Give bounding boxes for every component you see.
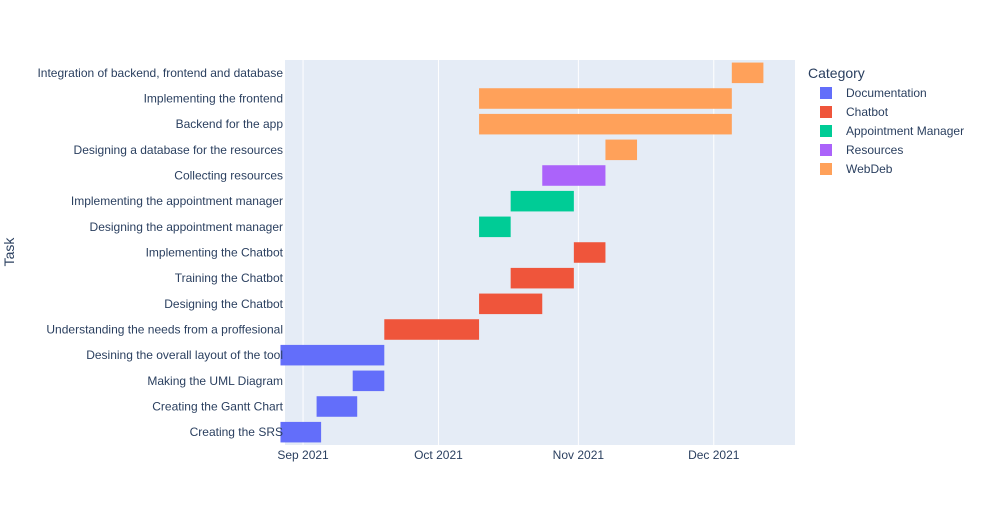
task-bar[interactable] [479,216,511,238]
task-bar[interactable] [510,267,574,289]
y-tick-label: Creating the SRS [190,425,283,439]
task-bar[interactable] [316,396,358,417]
y-tick-label: Implementing the appointment manager [71,194,283,208]
legend-label[interactable]: WebDeb [846,162,893,176]
task-bar[interactable] [510,190,574,212]
task-bar[interactable] [384,319,480,340]
task-bars [280,62,764,443]
x-tick-label: Sep 2021 [277,448,329,462]
y-tick-label: Implementing the frontend [144,92,283,106]
task-bar[interactable] [479,293,543,315]
task-bar[interactable] [542,165,606,186]
task-bar[interactable] [605,139,638,161]
legend-title: Category [808,65,865,81]
task-bar[interactable] [573,242,606,263]
legend-label[interactable]: Documentation [846,86,927,100]
task-bar[interactable] [479,113,732,135]
y-tick-label: Designing the appointment manager [90,220,283,234]
task-bar[interactable] [280,344,385,366]
legend-swatch[interactable] [820,125,832,137]
x-tick-label: Dec 2021 [688,448,740,462]
y-tick-label: Implementing the Chatbot [146,246,284,260]
y-tick-label: Desining the overall layout of the tool [86,348,283,362]
y-tick-label: Collecting resources [174,169,283,183]
legend-swatch[interactable] [820,144,832,156]
y-tick-labels: Creating the SRS Creating the Gantt Chart… [37,66,283,439]
task-bar[interactable] [352,370,385,392]
y-tick-label: Integration of backend, frontend and dat… [37,66,283,80]
x-tick-label: Nov 2021 [553,448,605,462]
x-tick-label: Oct 2021 [414,448,463,462]
task-bar[interactable] [731,62,764,84]
y-tick-label: Backend for the app [176,117,284,131]
y-tick-label: Creating the Gantt Chart [152,400,283,414]
legend-swatch[interactable] [820,163,832,175]
y-tick-label: Designing a database for the resources [74,143,283,157]
y-tick-label: Training the Chatbot [175,271,284,285]
y-tick-label: Designing the Chatbot [164,297,283,311]
legend-label[interactable]: Chatbot [846,105,889,119]
task-bar[interactable] [280,421,322,443]
legend-swatch[interactable] [820,106,832,118]
legend-label[interactable]: Appointment Manager [846,124,964,138]
y-axis-title: Task [1,237,17,267]
legend-swatch[interactable] [820,87,832,99]
y-tick-label: Understanding the needs from a proffesio… [46,323,283,337]
y-tick-label: Making the UML Diagram [147,374,283,388]
legend-label[interactable]: Resources [846,143,903,157]
legend: Category Documentation Chatbot Appointment… [808,65,964,176]
task-bar[interactable] [479,88,732,109]
x-tick-labels: Sep 2021 Oct 2021 Nov 2021 Dec 2021 [277,448,739,462]
